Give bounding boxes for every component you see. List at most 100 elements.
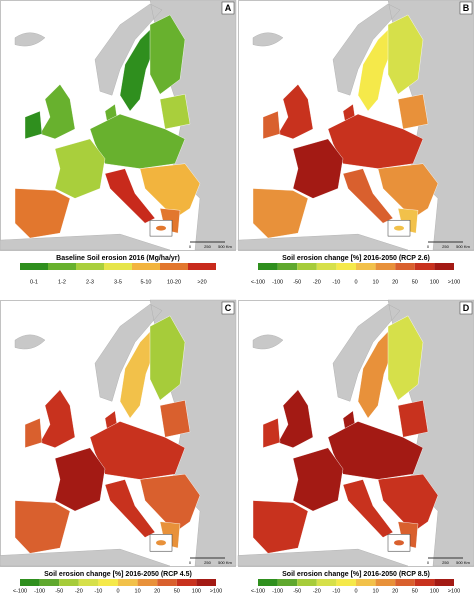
legend-swatch (20, 579, 40, 586)
legend-swatch (395, 263, 415, 270)
legend-swatch (434, 263, 454, 270)
cyprus (394, 225, 404, 231)
scale-label: 0 (189, 244, 192, 249)
region (149, 14, 186, 95)
legend-label: 10 (135, 588, 141, 594)
region (292, 447, 344, 512)
map (0, 299, 237, 567)
legend-label: -100 (272, 588, 283, 594)
legend-swatch (196, 579, 216, 586)
legend-label: 3-5 (114, 279, 122, 285)
legend-label: -50 (293, 588, 301, 594)
legend-label: 0 (354, 588, 357, 594)
region (277, 84, 314, 140)
panel-letter: D (463, 303, 470, 313)
region (14, 500, 71, 554)
region (139, 163, 201, 219)
legend-swatch (356, 579, 376, 586)
legend-swatch (118, 579, 138, 586)
panel-letter: C (225, 303, 232, 313)
legend-swatch (434, 579, 454, 586)
cyprus (156, 225, 166, 231)
legend-label: 10 (373, 279, 379, 285)
legend-swatch (48, 263, 76, 270)
legend-label: 20 (154, 588, 160, 594)
scale-label: 0 (427, 560, 430, 565)
legend-swatch (157, 579, 177, 586)
legend-swatch (59, 579, 79, 586)
legend-swatch (39, 579, 60, 586)
region (262, 417, 281, 449)
region (39, 389, 76, 449)
legend-label: >20 (197, 279, 206, 285)
legend-swatch (414, 263, 435, 270)
region (149, 315, 186, 401)
scale-label: 250 (442, 560, 449, 565)
cyprus (394, 540, 404, 546)
panel-letter-box (459, 301, 473, 315)
legend-label: 10-20 (167, 279, 181, 285)
region (377, 473, 439, 533)
legend-label: 0-1 (30, 279, 38, 285)
legend-swatch (258, 263, 278, 270)
legend: Soil erosion change [%] 2016-2050 (RCP 8… (251, 571, 460, 594)
legend-label: 50 (412, 588, 418, 594)
legend-swatch (188, 263, 216, 270)
region (24, 417, 43, 449)
legend-label: 0 (354, 279, 357, 285)
panel: A 0 250 500 Km (0, 0, 237, 251)
legend-label: 0 (116, 588, 119, 594)
legend-swatch (132, 263, 160, 270)
region (292, 138, 344, 199)
legend-title: Soil erosion change [%] 2016-2050 (RCP 2… (282, 255, 430, 262)
panel-letter-box (459, 1, 473, 15)
legend-swatch (395, 579, 415, 586)
region (139, 473, 201, 533)
region (24, 110, 43, 140)
legend-label: -20 (313, 588, 321, 594)
legend-swatch (297, 579, 317, 586)
legend-swatch (160, 263, 188, 270)
region (159, 94, 191, 130)
legend-label: 100 (430, 588, 439, 594)
legend-label: -100 (272, 279, 283, 285)
legend-label: -50 (55, 588, 63, 594)
legend-swatch (356, 263, 376, 270)
legend-label: <-100 (251, 588, 265, 594)
panel: C 0 250 500 Km (0, 299, 237, 567)
legend-swatch (277, 579, 298, 586)
panel: D 0 250 500 Km (237, 299, 474, 567)
legend-swatch (336, 579, 356, 586)
legend-label: 20 (392, 279, 398, 285)
legend-swatch (297, 263, 317, 270)
legend-label: 1-2 (58, 279, 66, 285)
region (159, 400, 191, 438)
legend: Soil erosion change [%] 2016-2050 (RCP 2… (251, 255, 460, 286)
legend-title: Soil erosion change [%] 2016-2050 (RCP 4… (44, 571, 192, 578)
map (0, 0, 237, 251)
legend-swatch (414, 579, 435, 586)
legend-label: 5-10 (140, 279, 151, 285)
legend-swatch (176, 579, 197, 586)
legend-label: -10 (332, 588, 340, 594)
panel-letter-box (221, 1, 235, 15)
legend-swatch (316, 263, 337, 270)
region (252, 188, 309, 239)
region (14, 188, 71, 239)
legend-label: -20 (313, 279, 321, 285)
legend-label: -20 (75, 588, 83, 594)
legend-label: 20 (392, 588, 398, 594)
legend: Soil erosion change [%] 2016-2050 (RCP 4… (13, 571, 222, 594)
scale-label: 0 (189, 560, 192, 565)
scale-label: 0 (427, 244, 430, 249)
region (277, 389, 314, 449)
legend-label: <-100 (13, 588, 27, 594)
scale-label: 500 Km (218, 560, 232, 565)
legend-swatch (375, 263, 396, 270)
legend-label: 50 (412, 279, 418, 285)
legend-label: 10 (373, 588, 379, 594)
scale-label: 250 (204, 560, 211, 565)
legend-label: -10 (94, 588, 102, 594)
legend-swatch (104, 263, 132, 270)
region (387, 315, 424, 401)
